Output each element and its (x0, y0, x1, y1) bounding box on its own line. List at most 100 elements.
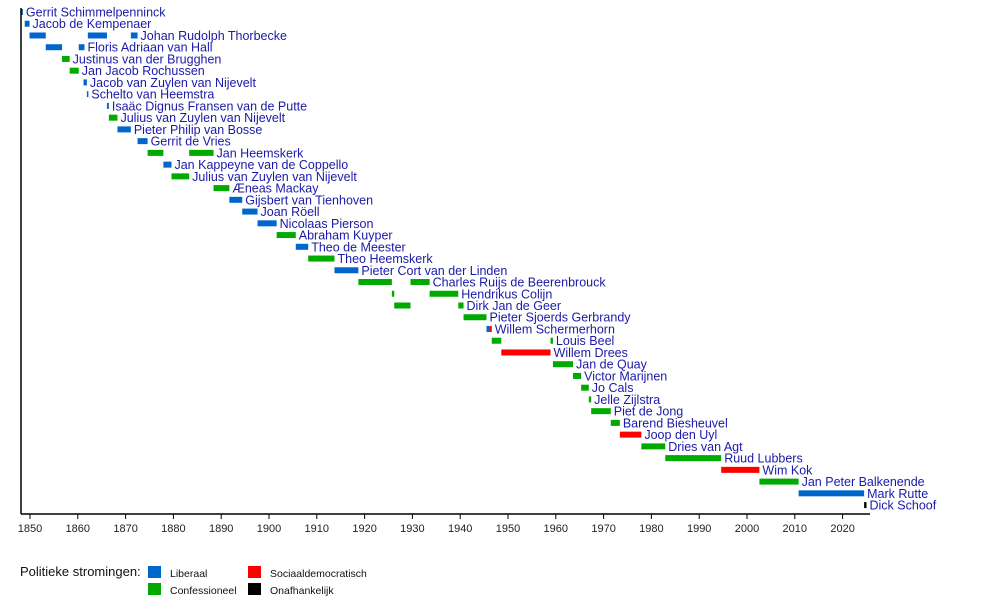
x-tick-label: 1990 (687, 523, 711, 535)
pm-name-label: Joan Röell (261, 205, 320, 219)
x-tick-label: 1950 (496, 523, 520, 535)
term-bar (106, 102, 109, 109)
term-bar (229, 196, 243, 203)
pm-name-label: Mark Rutte (867, 487, 928, 501)
pm-name-label: Joop den Uyl (644, 428, 717, 442)
term-bar (69, 67, 79, 74)
pm-name-label: Floris Adriaan van Hall (87, 41, 212, 55)
term-bar (117, 126, 131, 133)
x-tick-label: 1980 (639, 523, 663, 535)
term-bar (242, 208, 258, 215)
term-bar (394, 302, 411, 309)
pm-name-label: Gerrit Schimmelpenninck (26, 6, 166, 20)
pm-name-label: Dirk Jan de Geer (467, 299, 561, 313)
pm-name-label: Johan Rudolph Thorbecke (141, 29, 287, 43)
bars-layer (21, 9, 867, 509)
pm-name-label: Schelto van Heemstra (91, 88, 214, 102)
pm-name-label: Æneas Mackay (232, 182, 319, 196)
pm-name-label: Jan Peter Balkenende (802, 475, 925, 489)
term-bar (86, 91, 89, 98)
pm-name-label: Wim Kok (762, 463, 813, 477)
x-tick-label: 1880 (161, 523, 185, 535)
pm-name-label: Willem Schermerhorn (495, 322, 615, 336)
pm-name-label: Piet de Jong (614, 405, 684, 419)
term-bar (147, 149, 164, 156)
term-bar (21, 9, 23, 15)
term-bar (591, 408, 611, 415)
pm-name-label: Hendrikus Colijn (461, 287, 552, 301)
term-bar (276, 232, 296, 239)
pm-name-label: Jacob de Kempenaer (33, 17, 152, 31)
term-bar (573, 372, 582, 379)
term-bar (798, 490, 865, 497)
term-bar (130, 32, 138, 39)
pm-name-label: Charles Ruijs de Beerenbrouck (433, 276, 607, 290)
term-bar (721, 466, 760, 473)
term-bar (588, 396, 592, 403)
pm-name-label: Pieter Sjoerds Gerbrandy (489, 311, 631, 325)
pm-name-label: Pieter Philip van Bosse (134, 123, 263, 137)
term-bar (665, 455, 722, 462)
x-tick-label: 2020 (830, 523, 854, 535)
pm-name-label: Theo de Meester (311, 240, 406, 254)
term-bar (501, 349, 551, 356)
x-tick-label: 1860 (66, 523, 90, 535)
term-bar (45, 44, 63, 51)
term-bar (24, 20, 30, 27)
term-bar (358, 279, 392, 286)
x-tick-label: 1910 (305, 523, 329, 535)
term-bar (137, 138, 148, 145)
x-tick-label: 2000 (735, 523, 759, 535)
pm-name-label: Jan de Quay (576, 358, 648, 372)
x-tick-label: 2010 (783, 523, 807, 535)
legend: Politieke stromingen: Liberaal Confessio… (20, 564, 367, 597)
legend-label-onafhankelijk: Onafhankelijk (270, 585, 334, 597)
x-tick-label: 1940 (448, 523, 472, 535)
term-bar (62, 55, 70, 62)
pm-name-label: Willem Drees (554, 346, 628, 360)
x-tick-label: 1890 (209, 523, 233, 535)
pm-name-label: Julius van Zuylen van Nijevelt (192, 170, 357, 184)
legend-swatch-liberaal (148, 566, 161, 578)
pm-name-label: Jo Cals (592, 381, 634, 395)
term-bar (581, 384, 589, 391)
x-tick-label: 1920 (352, 523, 376, 535)
pm-name-label: Dries van Agt (668, 440, 743, 454)
pm-name-label: Jacob van Zuylen van Nijevelt (90, 76, 257, 90)
term-bar (429, 290, 459, 297)
pm-name-label: Dick Schoof (870, 499, 937, 513)
term-bar (463, 314, 487, 321)
term-bar (491, 337, 502, 344)
term-bar (189, 149, 214, 156)
term-bar (552, 361, 574, 368)
legend-title: Politieke stromingen: (20, 564, 141, 579)
term-bar (87, 32, 107, 39)
pm-name-label: Louis Beel (556, 334, 614, 348)
legend-swatch-confessioneel (148, 583, 161, 595)
term-bar (864, 502, 867, 509)
pm-name-label: Julius van Zuylen van Nijevelt (120, 111, 285, 125)
legend-label-sociaaldemocratisch: Sociaaldemocratisch (270, 568, 367, 580)
term-bar (163, 161, 172, 168)
pm-name-label: Gerrit de Vries (151, 135, 231, 149)
x-tick-label: 1900 (257, 523, 281, 535)
pm-name-label: Jan Jacob Rochussen (82, 64, 205, 78)
x-tick-label: 1850 (18, 523, 42, 535)
legend-label-confessioneel: Confessioneel (170, 585, 237, 597)
x-tick-label: 1970 (591, 523, 615, 535)
legend-swatch-sociaaldemocratisch (248, 566, 261, 578)
pm-name-label: Pieter Cort van der Linden (361, 264, 507, 278)
legend-swatch-onafhankelijk (248, 583, 261, 595)
term-bar (550, 337, 553, 344)
term-bar (619, 431, 642, 438)
term-bar (641, 443, 666, 450)
term-bar (610, 419, 620, 426)
term-bar (486, 325, 490, 332)
term-bar (78, 44, 85, 51)
pm-name-label: Gijsbert van Tienhoven (245, 193, 373, 207)
pm-name-label: Jan Heemskerk (217, 146, 305, 160)
term-bar (83, 79, 87, 86)
term-bar (759, 478, 799, 485)
